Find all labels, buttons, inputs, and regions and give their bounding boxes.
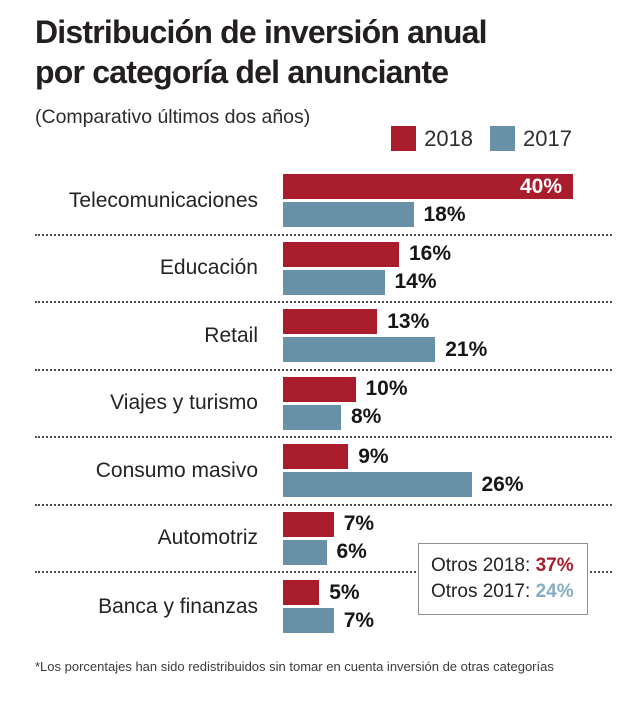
bar-2017 xyxy=(283,202,414,228)
category-label: Viajes y turismo xyxy=(110,391,258,415)
value-label-2018: 5% xyxy=(329,580,360,604)
bar-line-2017: 26% xyxy=(283,472,612,498)
legend-swatch-2017 xyxy=(490,126,516,151)
bar-line-2018: 13% xyxy=(283,309,612,335)
value-label-2017: 6% xyxy=(336,540,367,564)
bar-line-2017: 18% xyxy=(283,202,612,228)
others-2018-line: Otros 2018: 37% xyxy=(431,555,587,577)
bar-2018 xyxy=(283,309,378,335)
bar-2018: 40% xyxy=(283,174,573,200)
category-label: Banca y finanzas xyxy=(98,594,258,618)
chart-subtitle: (Comparativo últimos dos años) xyxy=(35,106,311,128)
value-label-2018: 13% xyxy=(387,309,430,333)
bar-group: 10% 8% xyxy=(283,376,612,430)
bar-2017 xyxy=(283,337,436,363)
bar-line-2018: 9% xyxy=(283,444,612,470)
legend-label-2017: 2017 xyxy=(523,126,572,151)
chart-row-telecomunicaciones: Telecomunicaciones 40% 18% xyxy=(35,168,612,236)
bar-2018 xyxy=(283,444,349,470)
bar-2018 xyxy=(283,241,399,267)
chart-row-banca-y-finanzas: Banca y finanzas 5% 7% xyxy=(35,573,612,641)
page-title: Distribución de inversión anual por cate… xyxy=(35,12,488,92)
bar-2017 xyxy=(283,269,385,295)
value-label-2018: 10% xyxy=(365,377,408,401)
value-label-2017: 14% xyxy=(394,270,437,294)
value-label-2018: 16% xyxy=(409,242,452,266)
bar-2018 xyxy=(283,376,356,402)
title-line-1: Distribución de inversión anual xyxy=(35,14,488,50)
bar-line-2017: 6% xyxy=(283,539,612,565)
legend-item-2018: 2018 xyxy=(391,126,473,151)
category-label: Educación xyxy=(159,256,258,280)
legend-swatch-2018 xyxy=(391,126,417,151)
chart-row-automotriz: Automotriz 7% 6% xyxy=(35,506,612,573)
others-2017-line: Otros 2017: 24% xyxy=(431,581,587,603)
bar-group: 16% 14% xyxy=(283,241,612,295)
footnote: *Los porcentajes han sido redistribuidos… xyxy=(35,659,554,674)
bar-line-2017: 14% xyxy=(283,269,612,295)
title-line-2: por categoría del anunciante xyxy=(35,54,449,90)
bar-group: 9% 26% xyxy=(283,444,612,498)
bar-2017 xyxy=(283,472,472,498)
bar-line-2017: 7% xyxy=(283,608,612,634)
chart-row-consumo-masivo: Consumo masivo 9% 26% xyxy=(35,438,612,506)
chart-row-viajes-y-turismo: Viajes y turismo 10% 8% xyxy=(35,371,612,438)
others-2018-value: 37% xyxy=(535,555,574,576)
bar-group: 5% 7% xyxy=(283,580,612,634)
bar-2018 xyxy=(283,580,320,606)
value-label-2017: 7% xyxy=(343,608,375,632)
category-label: Consumo masivo xyxy=(95,458,258,482)
others-summary-box: Otros 2018: 37% Otros 2017: 24% xyxy=(418,543,588,615)
bar-line-2018: 7% xyxy=(283,511,612,537)
value-label-2017: 8% xyxy=(351,405,382,429)
bar-group: 7% 6% xyxy=(283,511,612,565)
category-label: Telecomunicaciones xyxy=(68,188,258,212)
bar-2018 xyxy=(283,511,334,537)
category-label: Automotriz xyxy=(157,526,258,550)
bar-2017 xyxy=(283,608,334,634)
value-label-2018: 40% xyxy=(519,174,562,198)
value-label-2017: 21% xyxy=(445,337,488,361)
others-2017-value: 24% xyxy=(535,581,574,602)
category-label: Retail xyxy=(204,323,258,347)
bar-group: 40% 18% xyxy=(283,174,612,228)
bar-line-2018: 40% xyxy=(283,174,612,200)
bar-line-2018: 10% xyxy=(283,376,612,402)
others-2017-label: Otros 2017: xyxy=(431,581,531,602)
legend: 2018 2017 xyxy=(391,126,572,151)
bar-2017 xyxy=(283,539,327,565)
value-label-2017: 26% xyxy=(481,472,524,496)
bar-line-2018: 16% xyxy=(283,241,612,267)
bar-2017 xyxy=(283,404,341,430)
value-label-2018: 7% xyxy=(343,512,375,536)
bar-line-2018: 5% xyxy=(283,580,612,606)
legend-item-2017: 2017 xyxy=(490,126,572,151)
bar-line-2017: 8% xyxy=(283,404,612,430)
bar-chart: Telecomunicaciones 40% 18% Educación 16%… xyxy=(35,168,612,641)
others-2018-label: Otros 2018: xyxy=(431,555,531,576)
bar-line-2017: 21% xyxy=(283,337,612,363)
value-label-2018: 9% xyxy=(358,444,389,468)
value-label-2017: 18% xyxy=(423,202,466,226)
bar-group: 13% 21% xyxy=(283,309,612,363)
chart-row-retail: Retail 13% 21% xyxy=(35,303,612,371)
legend-label-2018: 2018 xyxy=(424,126,474,151)
chart-row-educacion: Educación 16% 14% xyxy=(35,236,612,303)
